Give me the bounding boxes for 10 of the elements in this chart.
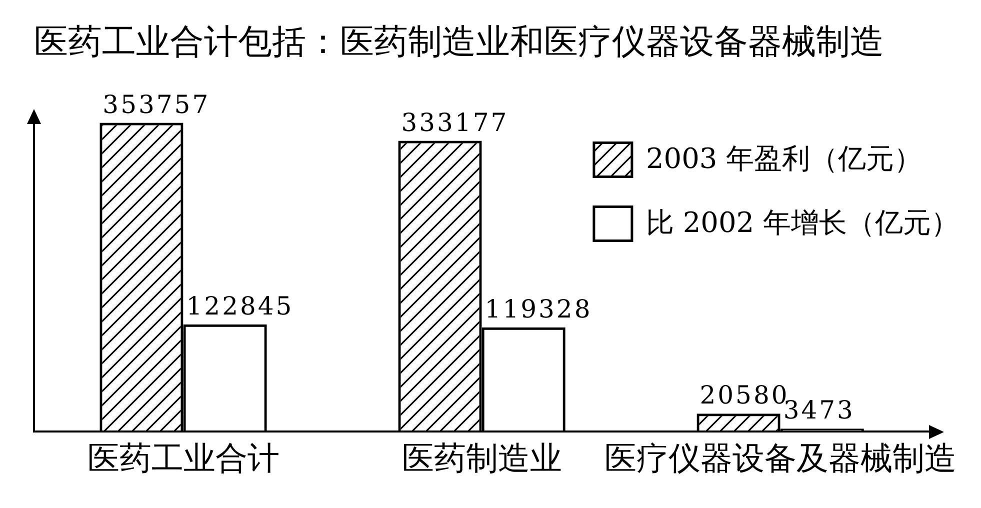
data-label: 333177 [401,108,509,137]
x-tick-label: 医药工业合计 [87,439,280,478]
data-label: 353757 [102,90,210,119]
legend-label: 比 2002 年增长（亿元） [646,206,960,240]
legend-label: 2003 年盈利（亿元） [646,142,922,176]
data-label: 119328 [484,294,592,324]
chart-title: 医药工业合计包括：医药制造业和医疗仪器设备器械制造 [34,22,884,62]
x-tick-label: 医药制造业 [402,439,562,478]
data-label: 122845 [186,291,294,320]
x-tick-label: 医疗仪器设备及器械制造 [604,439,956,478]
